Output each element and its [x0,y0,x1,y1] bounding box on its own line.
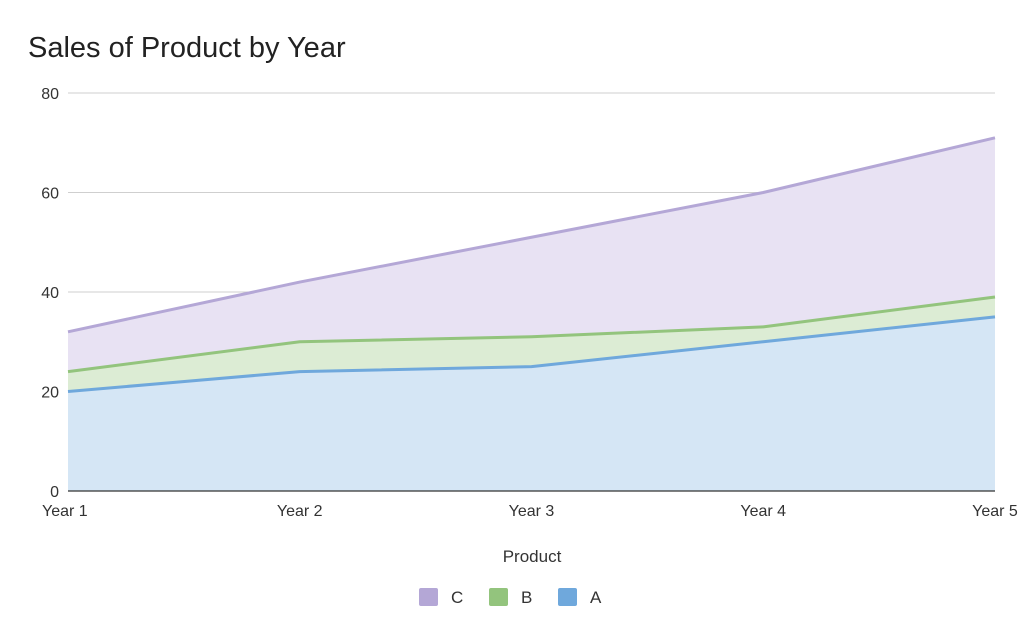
series-line-a [67,315,996,393]
area-layer [68,137,995,491]
legend-swatch-c [419,588,438,606]
series-line-c [67,136,996,334]
y-tick-label: 0 [50,484,59,501]
x-tick-label: Year 1 [42,503,88,520]
x-tick-label: Year 2 [277,503,323,520]
area-b [68,296,995,392]
x-axis-label: Product [503,547,562,566]
x-tick-label: Year 3 [509,503,555,520]
y-tick-label: 20 [41,385,59,402]
area-a [68,316,995,491]
chart-title: Sales of Product by Year [28,32,346,64]
legend-label-c: C [451,588,463,607]
series-line-b [67,295,996,374]
legend-label-b: B [521,588,532,607]
y-tick-label: 60 [41,186,59,203]
legend-label-a: A [590,588,602,607]
area-c [68,137,995,372]
x-tick-labels: Year 1 Year 2 Year 3 Year 4 Year 5 [42,503,1018,520]
legend-swatch-b [489,588,508,606]
line-layer [67,136,996,393]
y-tick-label: 40 [41,285,59,302]
x-tick-label: Year 4 [740,503,786,520]
y-tick-labels: 0 20 40 60 80 [41,86,59,501]
y-tick-label: 80 [41,86,59,103]
legend-swatch-a [558,588,577,606]
x-tick-label: Year 5 [972,503,1018,520]
